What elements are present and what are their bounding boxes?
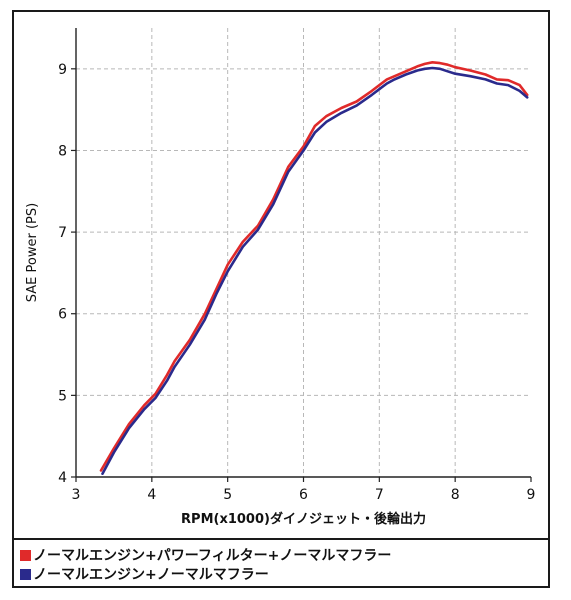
x-tick-label: 7 bbox=[375, 487, 384, 503]
y-tick-label: 9 bbox=[58, 62, 67, 78]
chart-frame: 3 4 5 6 7 8 9 4 5 6 7 8 9 RPM(x1000)ダイノジェット・後輪出力 SAE P… bbox=[12, 10, 550, 588]
x-tick-label: 6 bbox=[299, 487, 308, 503]
y-tick-label: 5 bbox=[58, 388, 67, 404]
legend-swatch-red bbox=[20, 549, 31, 561]
y-tick-label: 7 bbox=[58, 225, 67, 241]
legend-item-series-2: ノーマルエンジン+ノーマルマフラー bbox=[20, 565, 548, 583]
x-tick-label: 9 bbox=[527, 487, 536, 503]
legend-swatch-blue bbox=[20, 568, 31, 580]
legend-item-series-1: ノーマルエンジン+パワーフィルター+ノーマルマフラー bbox=[20, 546, 548, 564]
y-tick-label: 6 bbox=[58, 307, 67, 323]
legend-label-series-1: ノーマルエンジン+パワーフィルター+ノーマルマフラー bbox=[33, 548, 392, 564]
series-line-1 bbox=[99, 60, 529, 472]
y-tick-label: 8 bbox=[58, 143, 67, 159]
legend-label-series-2: ノーマルエンジン+ノーマルマフラー bbox=[33, 567, 269, 583]
x-tick-label: 3 bbox=[72, 487, 81, 503]
x-tick-label: 8 bbox=[451, 487, 460, 503]
x-axis-label: RPM(x1000)ダイノジェット・後輪出力 bbox=[181, 511, 426, 527]
chart-area: 3 4 5 6 7 8 9 4 5 6 7 8 9 RPM(x1000)ダイノジェット・後輪出力 SAE P… bbox=[14, 12, 548, 536]
x-tick-label: 4 bbox=[147, 487, 156, 503]
y-tick-label: 4 bbox=[58, 470, 67, 486]
series-line-2 bbox=[101, 66, 529, 476]
y-axis-label: SAE Power (PS) bbox=[25, 203, 40, 302]
x-tick-label: 5 bbox=[223, 487, 232, 503]
legend: ノーマルエンジン+パワーフィルター+ノーマルマフラー ノーマルエンジン+ノーマル… bbox=[14, 538, 548, 586]
